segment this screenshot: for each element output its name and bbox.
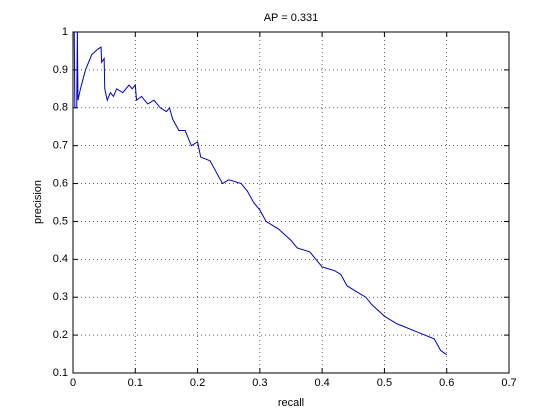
x-tick-label: 0.6 (439, 377, 454, 389)
pr-curve (73, 31, 448, 356)
y-tick-label: 0.6 (53, 177, 68, 189)
plot-area (73, 32, 509, 373)
y-tick-label: 0.1 (53, 367, 68, 379)
axes-box (72, 31, 510, 374)
x-tick-label: 0 (70, 377, 76, 389)
x-tick-label: 0.7 (501, 377, 516, 389)
x-tick-label: 0.1 (128, 377, 143, 389)
y-tick-label: 0.9 (53, 64, 68, 76)
y-tick-label: 0.7 (53, 140, 68, 152)
x-axis-label: recall (278, 397, 304, 409)
y-tick-label: 0.8 (53, 102, 68, 114)
x-tick-label: 0.2 (190, 377, 205, 389)
chart-title: AP = 0.331 (264, 12, 319, 24)
y-tick-label: 1 (62, 26, 68, 38)
y-axis-label: precision (32, 180, 44, 224)
y-tick-label: 0.4 (53, 253, 68, 265)
x-tick-label: 0.4 (314, 377, 329, 389)
y-tick-label: 0.3 (53, 291, 68, 303)
x-tick-label: 0.3 (252, 377, 267, 389)
x-tick-label: 0.5 (377, 377, 392, 389)
y-tick-label: 0.5 (53, 215, 68, 227)
y-tick-label: 0.2 (53, 329, 68, 341)
